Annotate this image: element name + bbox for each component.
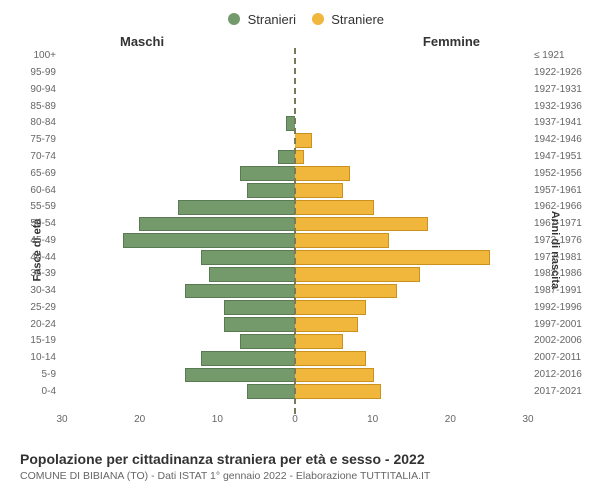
x-tick-label: 20	[445, 414, 456, 425]
bar-female	[295, 334, 343, 349]
legend: Stranieri Straniere	[0, 12, 600, 27]
bar-male	[240, 166, 295, 181]
birth-year-label: 2017-2021	[528, 387, 594, 397]
age-label: 50-54	[6, 219, 62, 229]
age-label: 45-49	[6, 236, 62, 246]
bar-male	[123, 233, 295, 248]
bar-male	[209, 267, 295, 282]
bar-female	[295, 284, 397, 299]
birth-year-label: 1937-1941	[528, 118, 594, 128]
chart-footer: Popolazione per cittadinanza straniera p…	[20, 451, 580, 482]
birth-year-label: 1972-1976	[528, 236, 594, 246]
bar-female	[295, 267, 420, 282]
bar-female	[295, 384, 381, 399]
birth-year-label: 2002-2006	[528, 336, 594, 346]
bar-female	[295, 317, 358, 332]
bar-male	[240, 334, 295, 349]
age-label: 40-44	[6, 253, 62, 263]
legend-label-female: Straniere	[331, 12, 384, 27]
birth-year-label: 1942-1946	[528, 135, 594, 145]
bar-female	[295, 183, 343, 198]
bar-female	[295, 133, 312, 148]
bar-male	[185, 368, 295, 383]
age-label: 90-94	[6, 85, 62, 95]
bar-male	[247, 384, 295, 399]
x-tick-label: 10	[212, 414, 223, 425]
bar-male	[278, 150, 295, 165]
chart-subtitle: COMUNE DI BIBIANA (TO) - Dati ISTAT 1° g…	[20, 470, 580, 482]
legend-swatch-female	[312, 13, 324, 25]
birth-year-label: ≤ 1921	[528, 51, 594, 61]
birth-year-label: 1947-1951	[528, 152, 594, 162]
birth-year-label: 1957-1961	[528, 186, 594, 196]
x-tick-label: 0	[292, 414, 298, 425]
x-tick-label: 30	[522, 414, 533, 425]
birth-year-label: 2007-2011	[528, 353, 594, 363]
column-header-male: Maschi	[120, 34, 164, 49]
age-label: 100+	[6, 51, 62, 61]
age-label: 10-14	[6, 353, 62, 363]
bar-female	[295, 200, 374, 215]
age-label: 70-74	[6, 152, 62, 162]
age-label: 25-29	[6, 303, 62, 313]
birth-year-label: 1967-1971	[528, 219, 594, 229]
age-label: 80-84	[6, 118, 62, 128]
age-label: 95-99	[6, 68, 62, 78]
age-label: 20-24	[6, 320, 62, 330]
birth-year-label: 1952-1956	[528, 169, 594, 179]
bar-female	[295, 368, 374, 383]
birth-year-label: 1982-1986	[528, 269, 594, 279]
x-tick-label: 20	[134, 414, 145, 425]
bar-female	[295, 351, 366, 366]
age-label: 5-9	[6, 370, 62, 380]
chart-title: Popolazione per cittadinanza straniera p…	[20, 451, 580, 467]
bar-female	[295, 166, 350, 181]
age-label: 15-19	[6, 336, 62, 346]
age-label: 0-4	[6, 387, 62, 397]
bar-male	[201, 250, 295, 265]
age-label: 30-34	[6, 286, 62, 296]
bar-male	[185, 284, 295, 299]
bar-female	[295, 250, 490, 265]
age-label: 75-79	[6, 135, 62, 145]
age-label: 35-39	[6, 269, 62, 279]
bar-male	[224, 300, 295, 315]
column-header-female: Femmine	[423, 34, 480, 49]
bar-male	[178, 200, 296, 215]
birth-year-label: 1997-2001	[528, 320, 594, 330]
center-axis-line	[294, 48, 296, 414]
bar-male	[201, 351, 295, 366]
bar-male	[224, 317, 295, 332]
x-tick-label: 30	[56, 414, 67, 425]
birth-year-label: 1962-1966	[528, 202, 594, 212]
legend-label-male: Stranieri	[248, 12, 296, 27]
age-label: 55-59	[6, 202, 62, 212]
age-label: 65-69	[6, 169, 62, 179]
bar-female	[295, 217, 428, 232]
birth-year-label: 1977-1981	[528, 253, 594, 263]
bar-female	[295, 233, 389, 248]
age-label: 60-64	[6, 186, 62, 196]
x-tick-label: 10	[367, 414, 378, 425]
pyramid-plot: 100+≤ 192195-991922-192690-941927-193185…	[62, 48, 528, 440]
birth-year-label: 1927-1931	[528, 85, 594, 95]
birth-year-label: 1932-1936	[528, 102, 594, 112]
birth-year-label: 1922-1926	[528, 68, 594, 78]
birth-year-label: 1992-1996	[528, 303, 594, 313]
bar-male	[247, 183, 295, 198]
x-axis: 3020100102030	[62, 414, 528, 430]
age-label: 85-89	[6, 102, 62, 112]
birth-year-label: 1987-1991	[528, 286, 594, 296]
birth-year-label: 2012-2016	[528, 370, 594, 380]
bar-female	[295, 150, 304, 165]
legend-swatch-male	[228, 13, 240, 25]
bar-male	[139, 217, 295, 232]
bar-female	[295, 300, 366, 315]
